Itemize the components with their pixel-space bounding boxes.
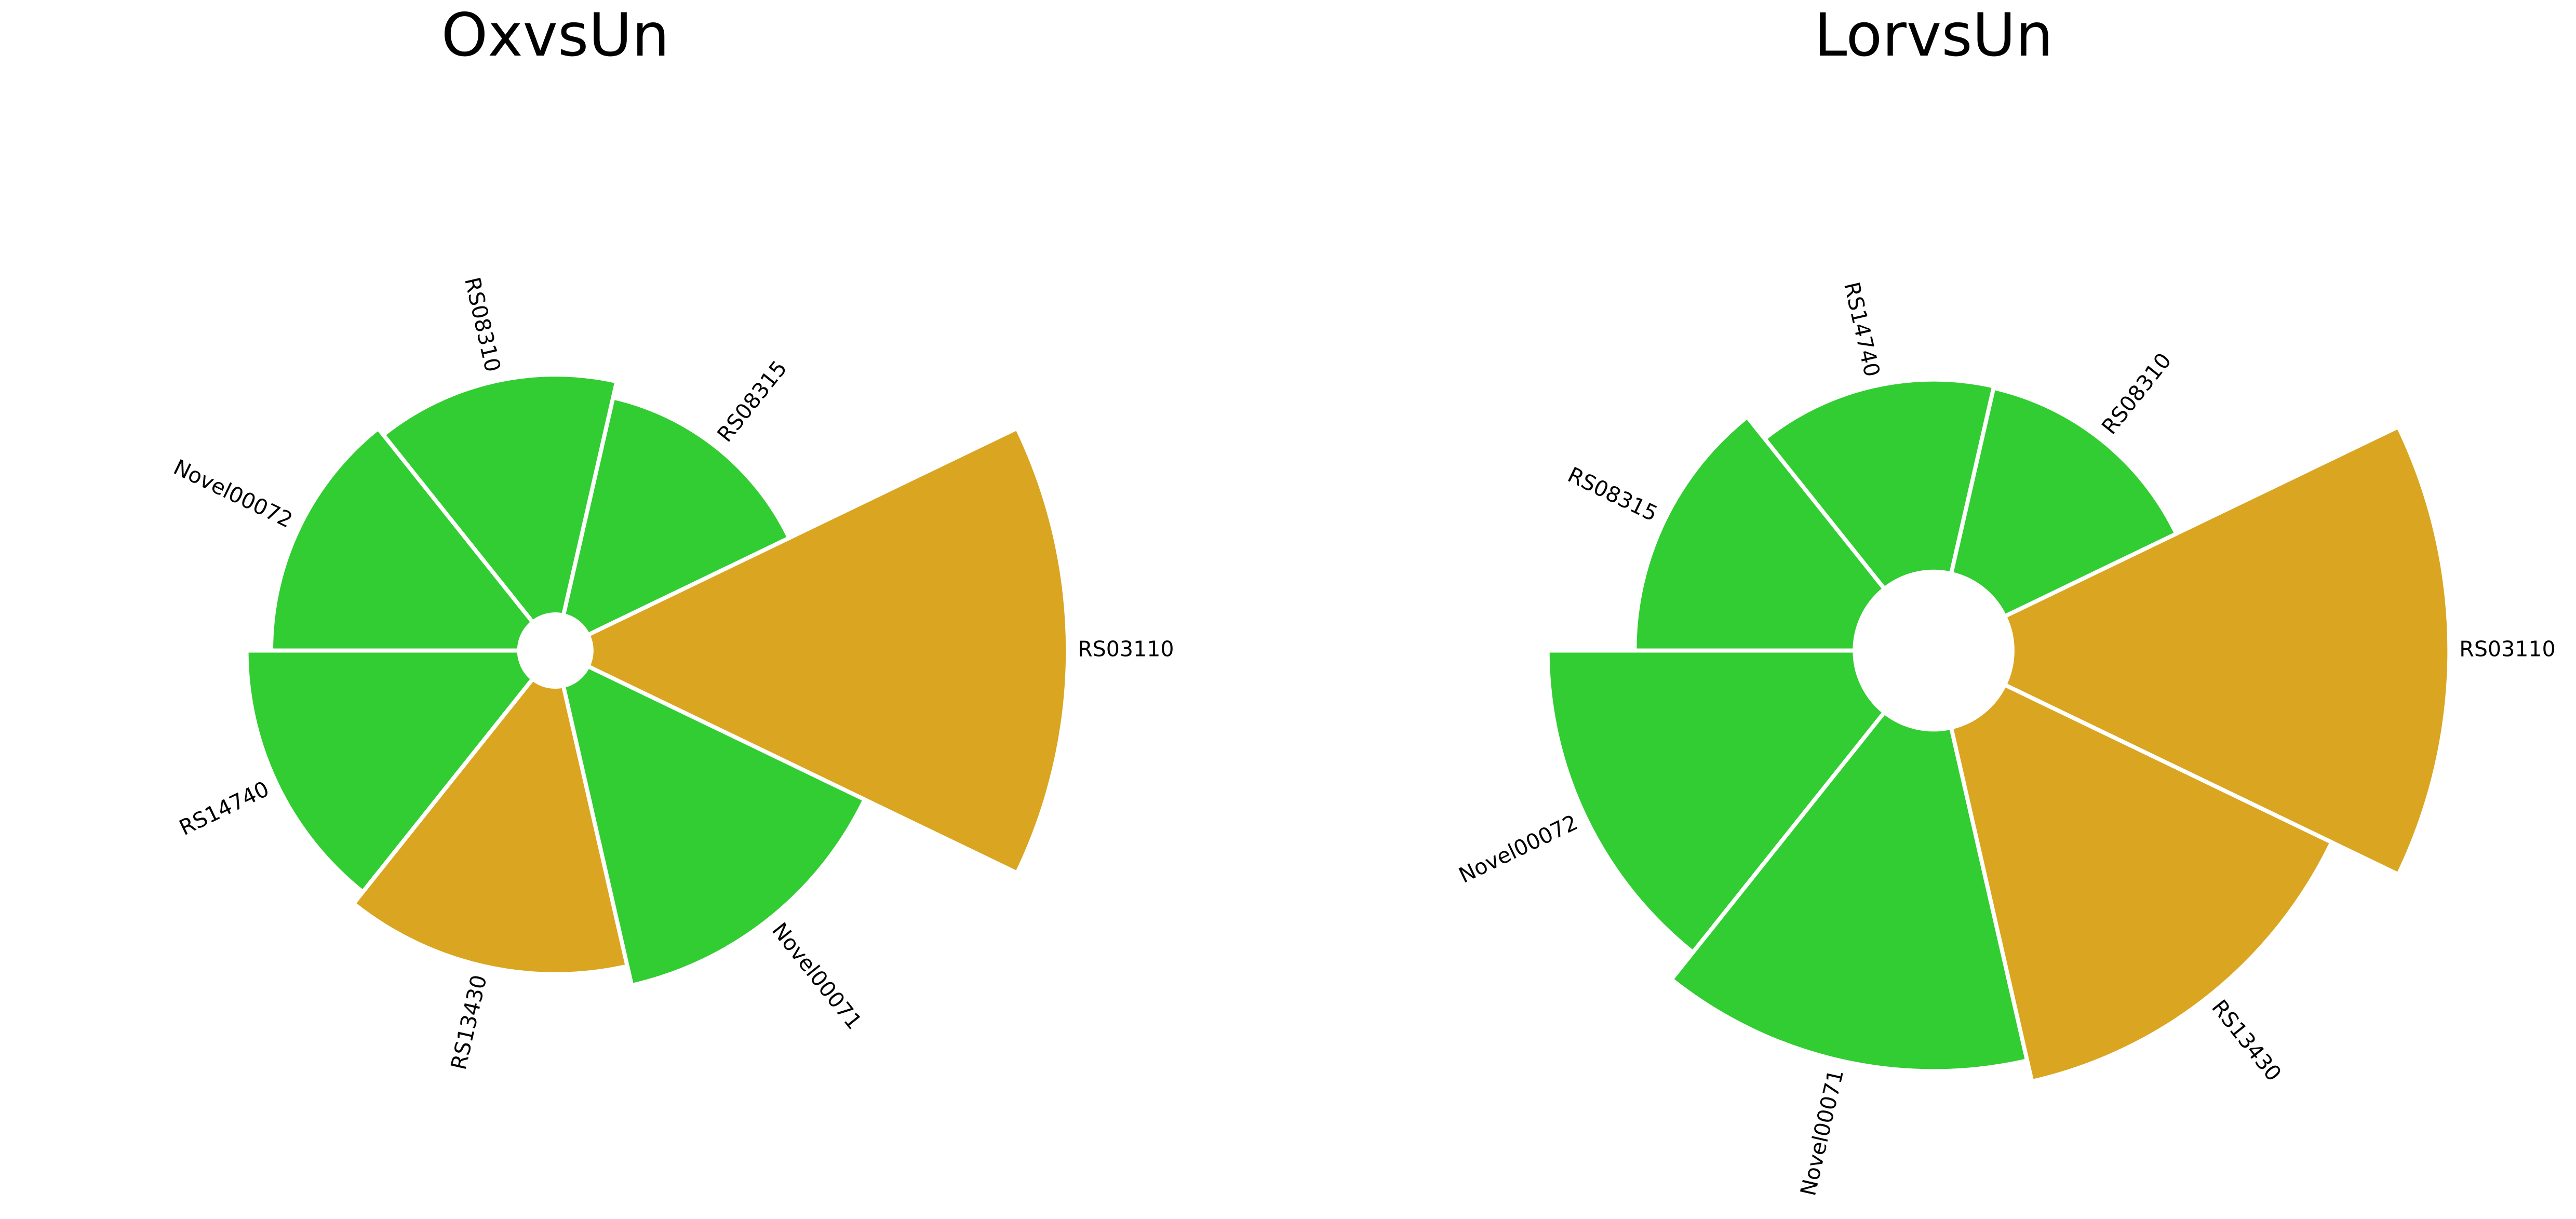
bar: [380, 372, 620, 625]
bar: [2002, 424, 2452, 877]
bar: [351, 676, 630, 976]
bar: [269, 425, 536, 653]
bar-label: RS03110: [2459, 637, 2555, 662]
bar: [1545, 648, 1887, 956]
bar: [1632, 413, 1887, 653]
chart-title: LorvsUn: [1814, 1, 2053, 70]
bar: [1668, 709, 2030, 1074]
bar: [561, 395, 792, 638]
bar: [585, 425, 1070, 876]
bar: [1949, 682, 2334, 1084]
bar-label: RS03110: [1078, 637, 1174, 662]
bar: [561, 663, 868, 988]
bar: [1762, 377, 1996, 592]
chart-title: OxvsUn: [441, 1, 669, 70]
bar: [1949, 385, 2179, 619]
bar: [244, 648, 536, 895]
